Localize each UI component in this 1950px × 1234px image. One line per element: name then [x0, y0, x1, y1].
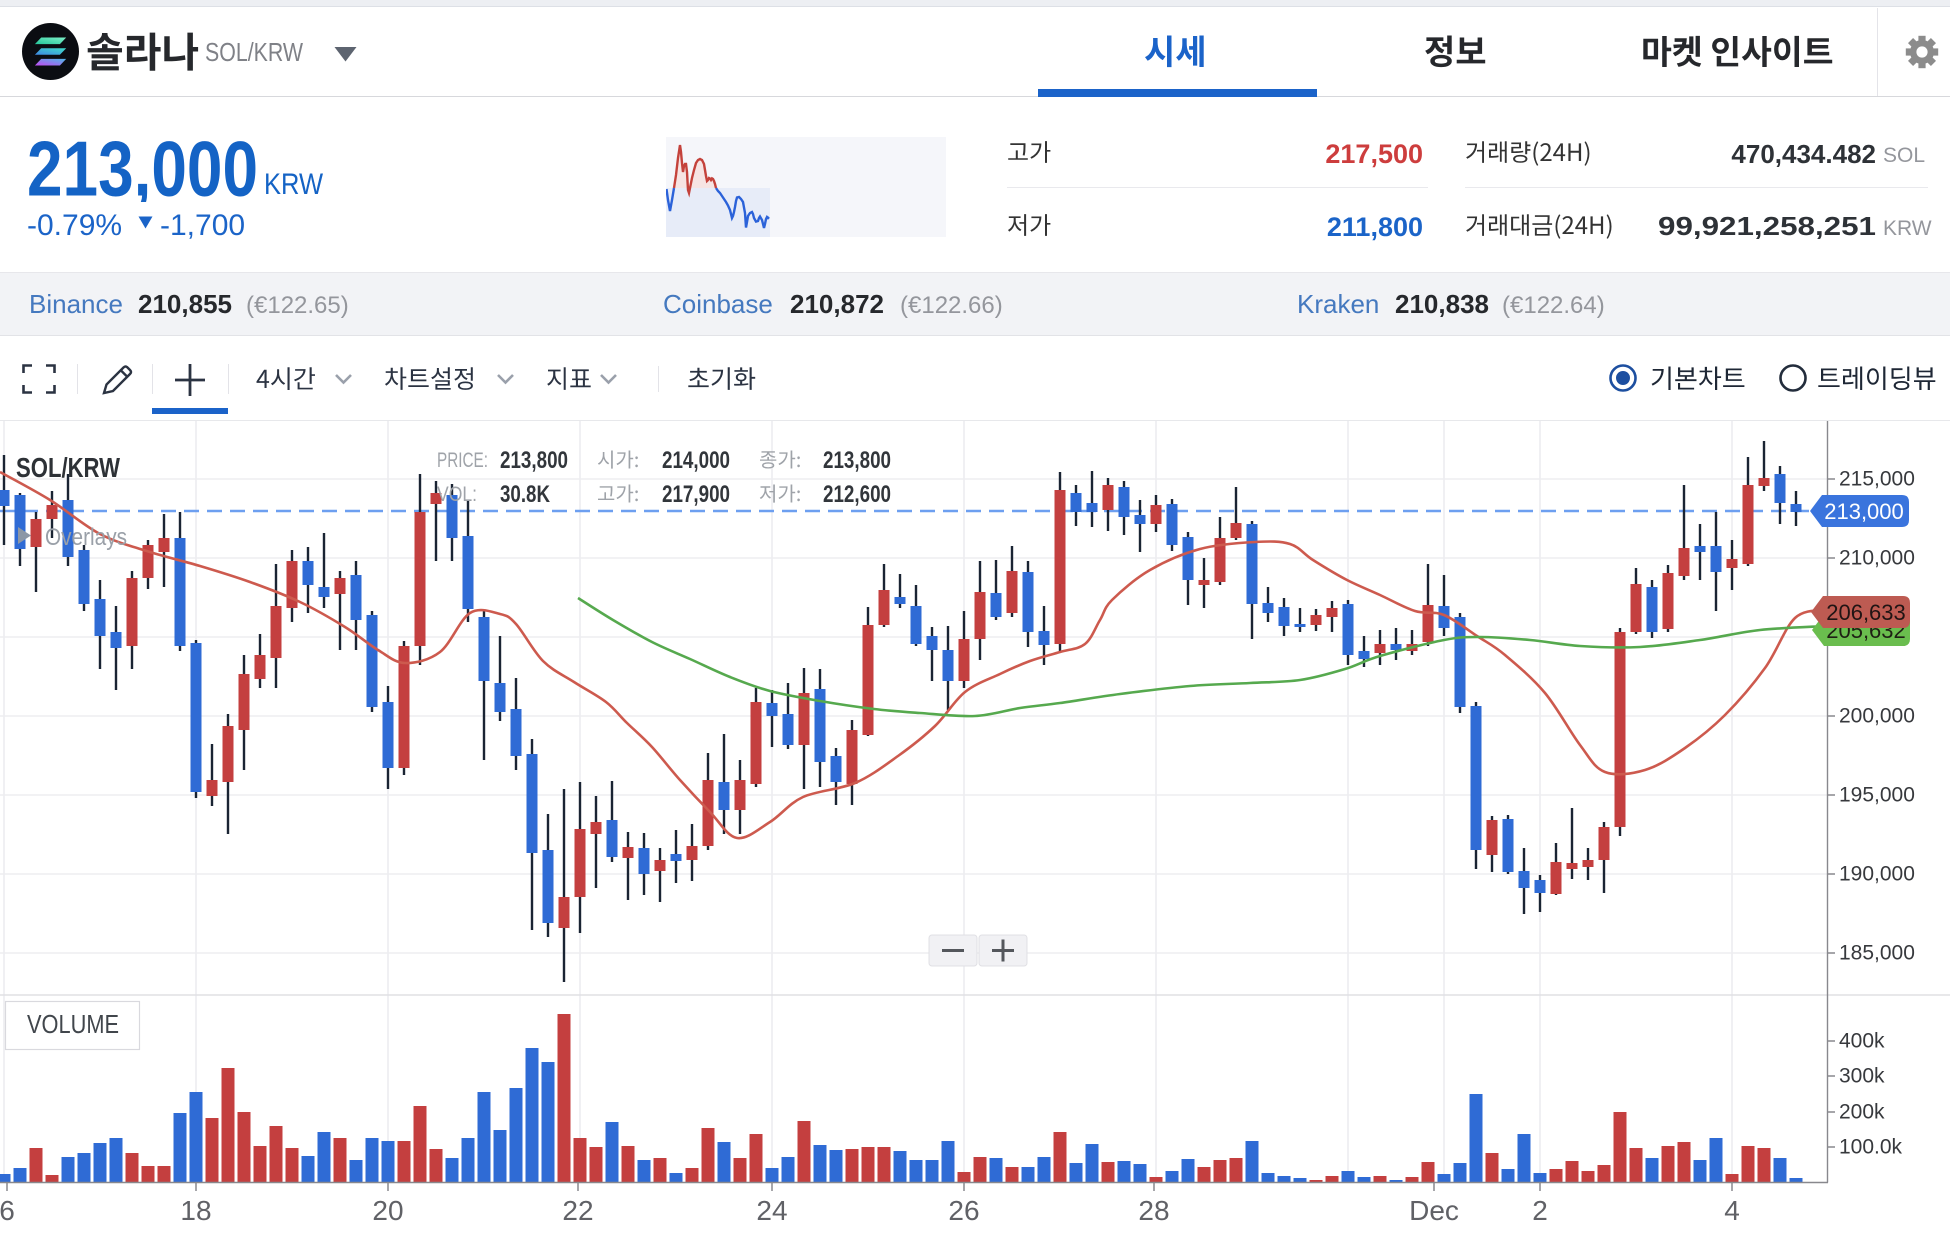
svg-text:KRW: KRW	[264, 168, 324, 198]
svg-text:PRICE:: PRICE:	[437, 449, 488, 472]
svg-text:22: 22	[562, 1195, 593, 1226]
svg-text:6: 6	[0, 1195, 15, 1226]
svg-text:VOLUME: VOLUME	[27, 1009, 119, 1039]
svg-text:100.0k: 100.0k	[1839, 1136, 1903, 1159]
svg-text:SOL/KRW: SOL/KRW	[16, 452, 120, 483]
svg-text:213,800: 213,800	[823, 447, 891, 474]
svg-text:213,800: 213,800	[500, 447, 568, 474]
svg-text:VOL:: VOL:	[437, 483, 477, 506]
svg-text:213,000: 213,000	[1824, 499, 1904, 524]
svg-text:99,921,258,251: 99,921,258,251	[1658, 213, 1876, 241]
svg-text:190,000: 190,000	[1839, 863, 1915, 886]
svg-text:206,633: 206,633	[1826, 600, 1906, 625]
svg-text:18: 18	[180, 1195, 211, 1226]
svg-text:30.8K: 30.8K	[500, 481, 551, 508]
svg-text:212,600: 212,600	[823, 481, 891, 508]
svg-text:26: 26	[948, 1195, 979, 1226]
svg-text:2: 2	[1532, 1195, 1548, 1226]
svg-text:Dec: Dec	[1409, 1195, 1459, 1226]
svg-text:400k: 400k	[1839, 1030, 1885, 1053]
svg-text:215,000: 215,000	[1839, 468, 1915, 491]
svg-text:20: 20	[372, 1195, 403, 1226]
svg-text:300k: 300k	[1839, 1065, 1885, 1088]
svg-text:214,000: 214,000	[662, 447, 730, 474]
svg-text:Overlays: Overlays	[45, 524, 127, 551]
svg-text:185,000: 185,000	[1839, 942, 1915, 965]
svg-text:SOL/KRW: SOL/KRW	[205, 38, 303, 67]
svg-text:24: 24	[756, 1195, 787, 1226]
svg-text:200,000: 200,000	[1839, 705, 1915, 728]
svg-text:213,000: 213,000	[27, 132, 258, 202]
svg-text:200k: 200k	[1839, 1101, 1885, 1124]
svg-text:195,000: 195,000	[1839, 784, 1915, 807]
svg-text:4: 4	[1724, 1195, 1740, 1226]
svg-text:28: 28	[1138, 1195, 1169, 1226]
svg-text:210,000: 210,000	[1839, 547, 1915, 570]
svg-text:217,900: 217,900	[662, 481, 730, 508]
